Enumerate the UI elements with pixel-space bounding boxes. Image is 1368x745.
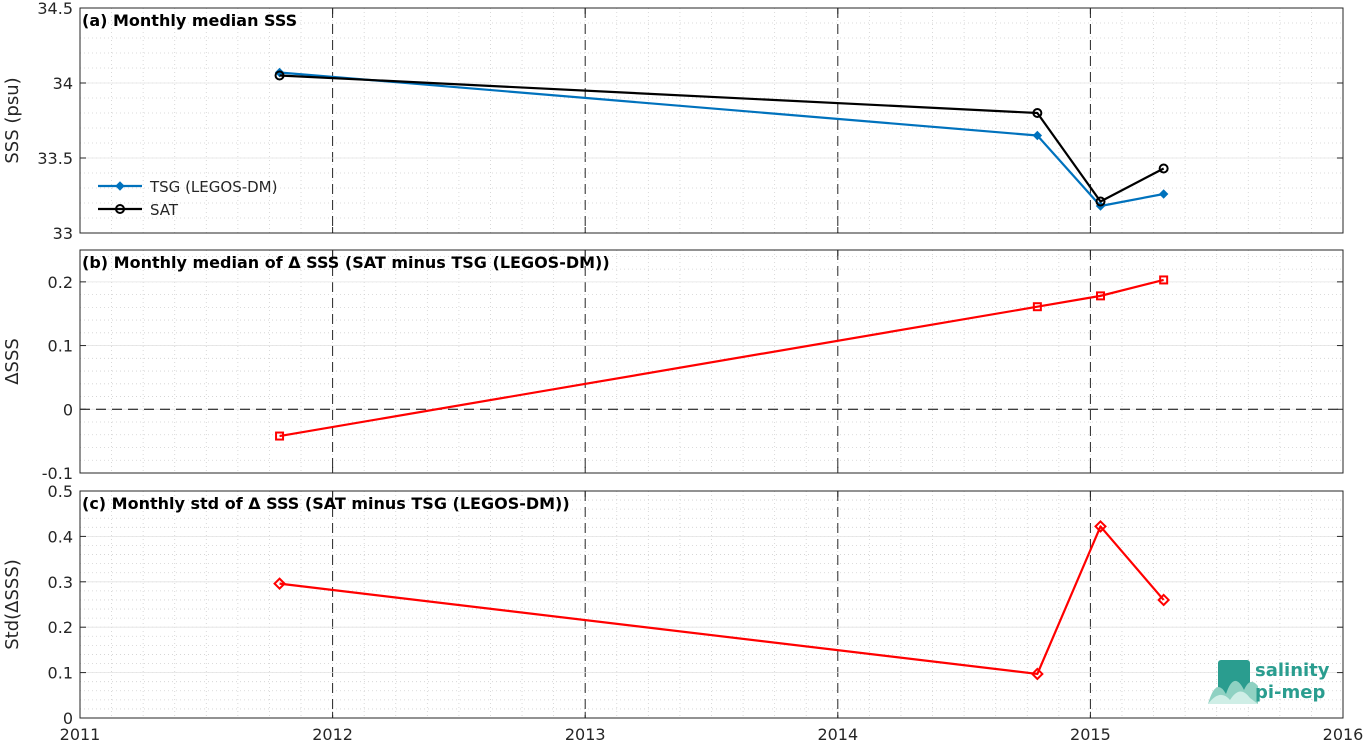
data-point [1032, 302, 1042, 312]
panel-3: 0 0.1 0.2 0.3 0.4 0.5 2011 2012 2013 2014 2015 2016… [2, 482, 1363, 744]
panel-title: (a) Monthly median SSS [82, 11, 297, 30]
data-point [275, 431, 285, 441]
series-line [279, 525, 1165, 676]
y-tick-label: 34.5 [37, 0, 73, 18]
x-tick-label: 2015 [1070, 725, 1111, 744]
x-tick-label: 2013 [565, 725, 606, 744]
series-1 [273, 519, 1171, 681]
panel-1: 33 33.5 34 34.5 SSS (psu) (a) Monthly median … [2, 0, 1344, 243]
data-point [1030, 667, 1044, 681]
y-tick-label: 34 [53, 74, 73, 93]
axes-box [79, 7, 1344, 234]
data-point [274, 70, 285, 81]
y-tick-label: 0.1 [48, 337, 73, 356]
y-tick-label: 33.5 [37, 149, 73, 168]
x-tick-label: 2011 [60, 725, 101, 744]
data-point [1095, 196, 1106, 207]
logo-line1: salinity [1255, 660, 1330, 681]
y-tick-label: 0.5 [48, 482, 73, 501]
axes-box [79, 249, 1344, 474]
logo-line2: pi-mep [1255, 682, 1325, 703]
y-axis-label: Std(ΔSSS) [2, 559, 23, 650]
data-point [1159, 275, 1169, 285]
y-tick-label: 0.1 [48, 664, 73, 683]
series-line [279, 71, 1164, 208]
panel-title: (c) Monthly std of Δ SSS (SAT minus TSG … [82, 494, 570, 513]
y-axis-label: ΔSSS [2, 338, 23, 385]
grid [79, 490, 1344, 719]
y-axis-label: SSS (psu) [2, 77, 23, 163]
y-tick-label: -0.1 [42, 464, 73, 483]
axes-box [79, 490, 1344, 719]
x-tick-label: 2012 [312, 725, 353, 744]
y-tick-label: 33 [53, 224, 73, 243]
legend: TSG (LEGOS-DM) SAT [98, 178, 277, 219]
x-tick-label: 2016 [1323, 725, 1364, 744]
series-2 [274, 70, 1169, 207]
data-point [1096, 291, 1106, 301]
waves-icon [1208, 660, 1258, 704]
data-point [1032, 130, 1043, 141]
series-line [279, 278, 1164, 438]
panel-2: -0.1 0 0.1 0.2 ΔSSS (b) Monthly median of Δ S… [2, 249, 1344, 483]
y-tick-label: 0 [63, 709, 73, 728]
plot-area [80, 491, 1343, 718]
data-point [1157, 593, 1171, 607]
y-tick-label: 0 [63, 400, 73, 419]
y-tick-label: 0.2 [48, 618, 73, 637]
data-point [1094, 519, 1107, 533]
series-1 [275, 275, 1169, 441]
x-tick-label: 2014 [817, 725, 858, 744]
legend-marker [115, 204, 125, 214]
y-tick-label: 0.2 [48, 273, 73, 292]
data-point [1032, 108, 1043, 118]
data-point [273, 577, 286, 591]
legend-entry: TSG (LEGOS-DM) [149, 178, 277, 196]
panel-title: (b) Monthly median of Δ SSS (SAT minus T… [82, 253, 610, 272]
data-point [1158, 189, 1169, 199]
series-line [279, 74, 1165, 203]
grid [79, 7, 1344, 234]
y-tick-label: 0.3 [48, 573, 73, 592]
data-point [1158, 163, 1169, 174]
legend-entry: SAT [150, 201, 179, 219]
salinity-pi-mep-logo: salinity pi-mep [1208, 660, 1330, 704]
y-tick-label: 0.4 [48, 527, 73, 546]
legend-marker [115, 181, 125, 191]
